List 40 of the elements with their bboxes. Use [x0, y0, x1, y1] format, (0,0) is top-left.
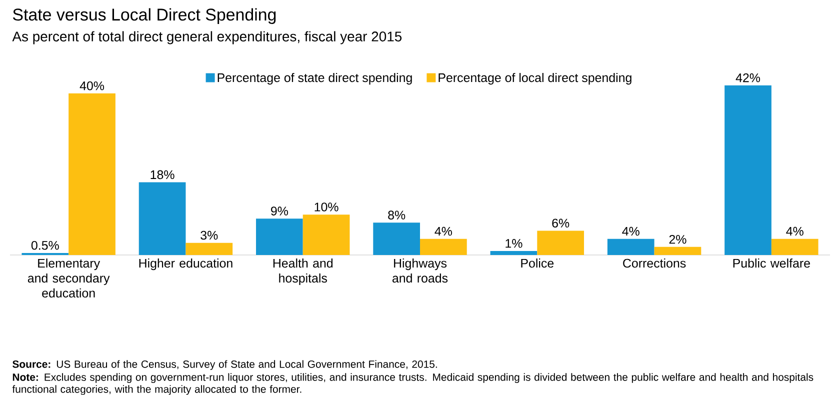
- bar: [138, 182, 186, 256]
- data-label: 18%: [150, 170, 174, 180]
- chart-subtitle: As percent of total direct general expenditures, fiscal year 2015: [12, 31, 402, 44]
- data-label: 2%: [669, 234, 686, 244]
- data-label: 1%: [506, 239, 522, 248]
- bar: [654, 246, 702, 256]
- chart-title: State versus Local Direct Spending: [12, 8, 276, 24]
- data-label: 9%: [271, 206, 288, 216]
- x-tick-label: Higher education: [139, 258, 232, 270]
- text: Source: US Bureau of the Census, Survey of State and Local Government Finance, 2015.: [12, 360, 437, 370]
- bar: [68, 93, 116, 256]
- bar: [302, 214, 350, 256]
- legend-label: Percentage of local direct spending: [438, 73, 632, 85]
- bar: [771, 238, 818, 256]
- bar: [186, 242, 233, 256]
- bar: [607, 238, 654, 256]
- data-label: 42%: [736, 73, 760, 82]
- legend-label: Percentage of state direct spending: [218, 73, 412, 85]
- data-label: 4%: [622, 226, 640, 236]
- bar: [256, 218, 303, 256]
- bar: [537, 230, 584, 256]
- data-label: 6%: [552, 218, 570, 228]
- data-label: 0.5%: [31, 241, 59, 250]
- bar: [490, 250, 538, 256]
- data-label: 8%: [388, 210, 406, 220]
- text: Note: Excludes spending on government-run liquor stores, utilities, and insurance trusts. Medicaid spending is divided between the public welfare and health and hospitals functional categories, with the majority allocated to the former.: [12, 373, 814, 395]
- bar: [724, 85, 772, 256]
- x-tick-label: Police: [521, 258, 554, 268]
- data-label: 4%: [434, 226, 452, 236]
- x-tick-label: Health and hospitals: [273, 258, 333, 286]
- x-tick-label: Elementary and secondary education: [28, 258, 110, 298]
- data-label: 3%: [200, 230, 218, 240]
- bar: [420, 238, 467, 256]
- x-tick-label: Highways and roads: [392, 258, 448, 283]
- data-label: 10%: [314, 202, 338, 212]
- data-label: 40%: [80, 81, 104, 90]
- bar: [373, 222, 420, 256]
- x-tick-label: Corrections: [623, 258, 686, 268]
- data-label: 4%: [786, 226, 804, 236]
- x-tick-label: Public welfare: [733, 258, 810, 268]
